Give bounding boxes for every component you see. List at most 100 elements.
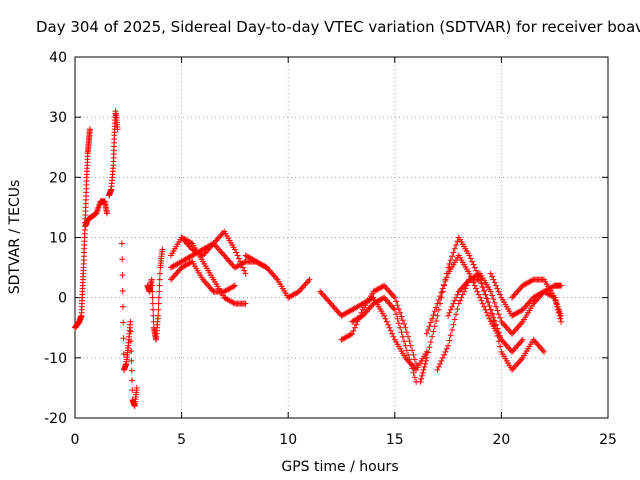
data-point [498, 318, 505, 325]
data-point [379, 295, 386, 302]
data-point [234, 252, 241, 259]
data-point [513, 326, 520, 333]
data-point [430, 328, 437, 335]
data-point [538, 345, 545, 352]
data-point [459, 291, 466, 298]
data-point [331, 305, 338, 312]
data-point [509, 348, 516, 355]
y-tick-label: 0 [58, 291, 67, 307]
data-point [454, 291, 461, 298]
x-tick-label: 20 [492, 432, 510, 448]
data-point [514, 324, 521, 331]
data-point [323, 296, 330, 303]
data-point [514, 288, 521, 295]
series-s18 [487, 270, 565, 325]
data-point [510, 365, 517, 372]
data-point [242, 270, 249, 277]
data-point [517, 339, 524, 346]
data-point [405, 333, 412, 340]
data-point [86, 126, 93, 133]
data-point [483, 309, 490, 316]
data-point [491, 322, 498, 329]
data-point [515, 287, 522, 294]
data-point [426, 323, 433, 330]
data-point [474, 288, 481, 295]
data-point [350, 327, 357, 334]
data-point [499, 320, 506, 327]
data-point [423, 330, 430, 337]
data-point [541, 348, 548, 355]
data-point [450, 321, 457, 328]
data-point [457, 297, 464, 304]
data-point [481, 303, 488, 310]
data-point [127, 318, 134, 325]
data-point [491, 279, 498, 286]
data-point [497, 291, 504, 298]
data-point [173, 270, 180, 277]
data-point [156, 276, 163, 283]
data-point [303, 279, 310, 286]
data-point [434, 300, 441, 307]
data-point [437, 360, 444, 367]
data-point [382, 315, 389, 322]
series-s2 [82, 198, 110, 229]
data-point [241, 267, 248, 274]
data-point [205, 282, 212, 289]
data-point [157, 270, 164, 277]
data-point [494, 333, 501, 340]
data-point [493, 321, 500, 328]
data-point [103, 210, 110, 217]
data-point [120, 319, 127, 326]
data-point [451, 245, 458, 252]
data-point [267, 269, 274, 276]
data-point [119, 256, 126, 263]
data-point [156, 282, 163, 289]
data-point [218, 249, 225, 256]
data-point [518, 338, 525, 345]
data-point [242, 300, 249, 307]
data-point [493, 303, 500, 310]
data-point [558, 312, 565, 319]
data-point [482, 306, 489, 313]
data-point [466, 270, 473, 277]
data-point [395, 305, 402, 312]
data-point [271, 273, 278, 280]
data-point [301, 282, 308, 289]
data-point [410, 363, 417, 370]
data-point [429, 315, 436, 322]
data-point [129, 377, 136, 384]
data-point [155, 294, 162, 301]
data-point [494, 285, 501, 292]
data-point [519, 336, 526, 343]
data-point [466, 252, 473, 259]
data-point [118, 240, 125, 247]
data-point [451, 316, 458, 323]
data-point [477, 276, 484, 283]
data-point [447, 306, 454, 313]
data-point [453, 311, 460, 318]
data-point [501, 339, 508, 346]
data-point [419, 369, 426, 376]
data-point [299, 284, 306, 291]
data-point [467, 255, 474, 262]
series-s5 [144, 246, 166, 343]
data-point [511, 291, 518, 298]
data-point [133, 384, 140, 391]
data-point [425, 327, 432, 334]
data-point [438, 357, 445, 364]
data-point [511, 345, 518, 352]
data-point [214, 245, 221, 252]
data-point [214, 236, 221, 243]
grid-lines [75, 57, 608, 418]
series-s16 [434, 276, 548, 373]
data-point [435, 363, 442, 370]
data-point [362, 309, 369, 316]
data-point [230, 299, 237, 306]
data-point [398, 329, 405, 336]
data-point [531, 299, 538, 306]
data-point [502, 323, 509, 330]
data-point [434, 366, 441, 373]
data-point [441, 351, 448, 358]
data-point [330, 303, 337, 310]
data-point [202, 279, 209, 286]
